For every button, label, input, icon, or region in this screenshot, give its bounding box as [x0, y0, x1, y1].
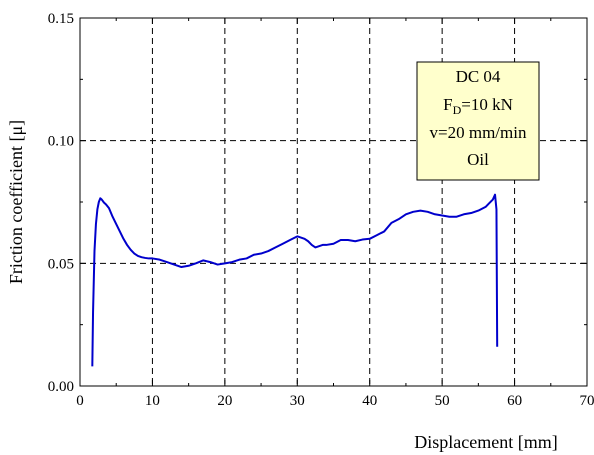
annotation-speed: v=20 mm/min [430, 123, 527, 142]
annotation-box: DC 04 FD=10 kN v=20 mm/min Oil [416, 61, 540, 181]
annotation-force-subscript: D [453, 103, 462, 117]
annotation-force-value: =10 kN [461, 95, 513, 114]
annotation-material: DC 04 [456, 67, 501, 86]
x-tick-label: 50 [435, 393, 450, 409]
x-tick-label: 60 [507, 393, 522, 409]
x-tick-label: 30 [290, 393, 305, 409]
x-tick-label: 10 [145, 393, 160, 409]
x-tick-label: 20 [217, 393, 232, 409]
grid-lines [80, 18, 587, 386]
x-axis-label: Displacement [mm] [414, 432, 557, 452]
annotation-force-symbol: F [443, 95, 452, 114]
y-tick-label: 0.00 [48, 379, 74, 395]
x-tick-label: 70 [580, 393, 594, 409]
annotation-box-frame [416, 61, 540, 181]
y-tick-label: 0.15 [48, 11, 74, 27]
y-tick-label: 0.05 [48, 256, 74, 272]
y-axis-label: Friction coefficient [μ] [6, 120, 26, 284]
x-tick-label: 40 [362, 393, 377, 409]
annotation-force: FD=10 kN [443, 95, 513, 117]
x-tick-label: 0 [76, 393, 84, 409]
series-line-friction [91, 193, 499, 367]
plot-frame [79, 17, 588, 387]
annotation-lubricant: Oil [467, 150, 489, 169]
y-tick-label: 0.10 [48, 134, 74, 150]
x-tick-labels: 0 10 20 30 40 50 60 70 [76, 393, 594, 409]
y-tick-labels: 0.00 0.05 0.10 0.15 [48, 11, 74, 395]
